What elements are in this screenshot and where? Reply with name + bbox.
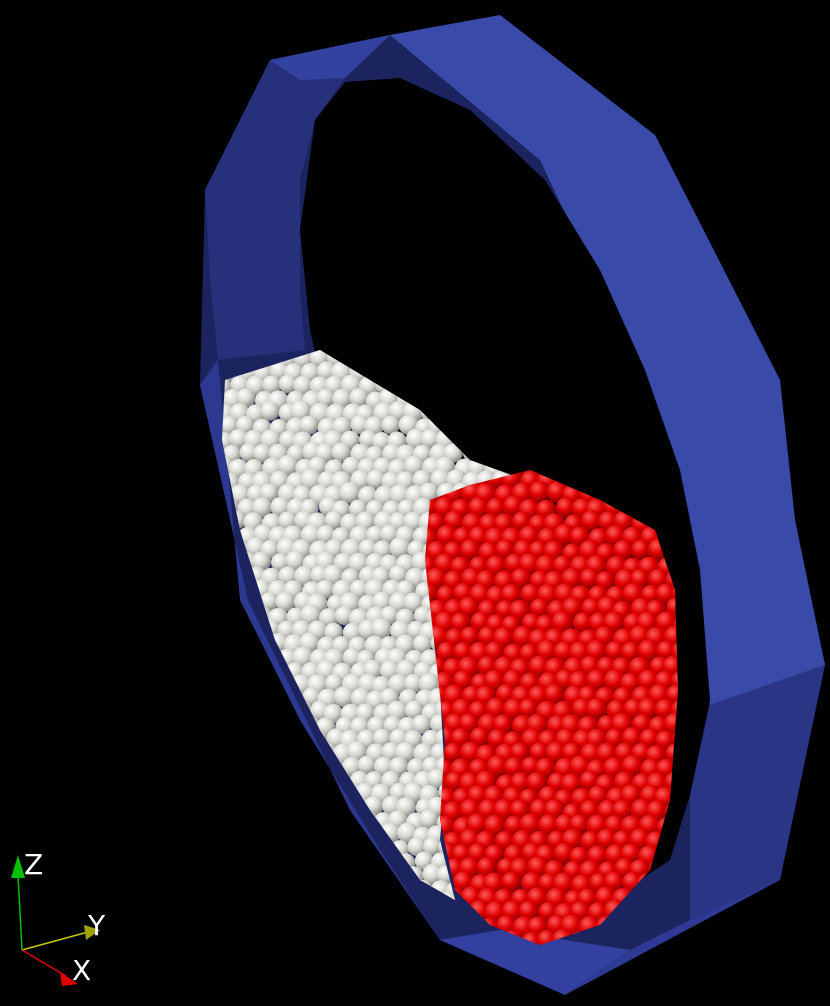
particle: [663, 712, 678, 736]
particle: [389, 565, 408, 584]
z-axis-label: Z: [24, 848, 43, 881]
particle: [518, 698, 540, 720]
z-axis-cone-icon: [11, 855, 25, 878]
particle: [419, 809, 439, 829]
particle: [251, 551, 271, 572]
particle: [407, 837, 427, 857]
particle: [397, 822, 418, 844]
particle: [278, 374, 298, 394]
y-axis-cone-icon: [84, 925, 100, 940]
drum-lower-right-rim: [690, 665, 825, 920]
drum-bottom-rim: [440, 930, 630, 995]
particle: [580, 510, 603, 533]
particle: [528, 481, 551, 503]
particle: [252, 497, 273, 518]
particle: [403, 592, 424, 613]
particle: [349, 388, 369, 408]
particle: [357, 755, 377, 775]
particle: [403, 673, 424, 694]
particle: [419, 482, 439, 503]
particle: [389, 537, 411, 559]
particle: [299, 415, 319, 435]
drum-bottom-rim-2: [565, 880, 780, 995]
particle: [631, 539, 652, 561]
particle: [422, 863, 444, 885]
particle: [579, 568, 601, 590]
particle: [586, 698, 608, 721]
y-axis-label: Y: [87, 909, 106, 942]
particle: [339, 482, 361, 504]
drum-top-edge: [270, 35, 390, 80]
particle: [501, 871, 523, 893]
particle: [460, 626, 481, 648]
particle: [436, 641, 458, 663]
particle: [371, 618, 392, 640]
particle: [300, 604, 322, 626]
particle: [422, 837, 442, 856]
particle: [293, 375, 313, 396]
x-axis-label: X: [72, 954, 91, 987]
particle: [389, 756, 409, 777]
particle: [316, 525, 336, 545]
particle: [405, 428, 428, 450]
particle: [637, 639, 661, 663]
particle: [572, 612, 595, 634]
particle: [420, 429, 441, 449]
particle: [459, 539, 482, 562]
z-axis-line: [17, 874, 23, 951]
particle: [366, 469, 386, 489]
particle: [555, 497, 577, 519]
particle: [316, 361, 337, 381]
particle: [294, 565, 315, 587]
drum-front-rim: [390, 15, 825, 705]
particle: [277, 454, 299, 477]
particle: [543, 684, 566, 706]
particle: [275, 592, 296, 612]
particle: [260, 592, 279, 611]
particle: [262, 375, 282, 395]
particle: [333, 686, 355, 708]
particle: [413, 634, 432, 654]
x-axis-cone-icon: [60, 972, 78, 986]
particle: [324, 510, 344, 530]
orientation-axes: Z Y X: [11, 848, 106, 987]
particle: [443, 742, 464, 764]
particle: [236, 388, 256, 408]
particle: [331, 442, 351, 462]
x-axis-line: [21, 949, 67, 977]
particle: [427, 768, 447, 789]
particle: [537, 929, 558, 945]
particle: [510, 568, 533, 590]
particle: [605, 640, 627, 662]
particle: [260, 401, 280, 421]
particle: [346, 741, 368, 762]
particle: [285, 550, 306, 571]
particle: [411, 714, 432, 734]
drum-inner-band: [205, 35, 390, 360]
particle: [228, 428, 249, 449]
particle: [372, 728, 392, 748]
particle: [239, 443, 259, 462]
particle: [381, 415, 401, 435]
y-axis-line: [21, 931, 89, 951]
particle: [253, 443, 272, 463]
